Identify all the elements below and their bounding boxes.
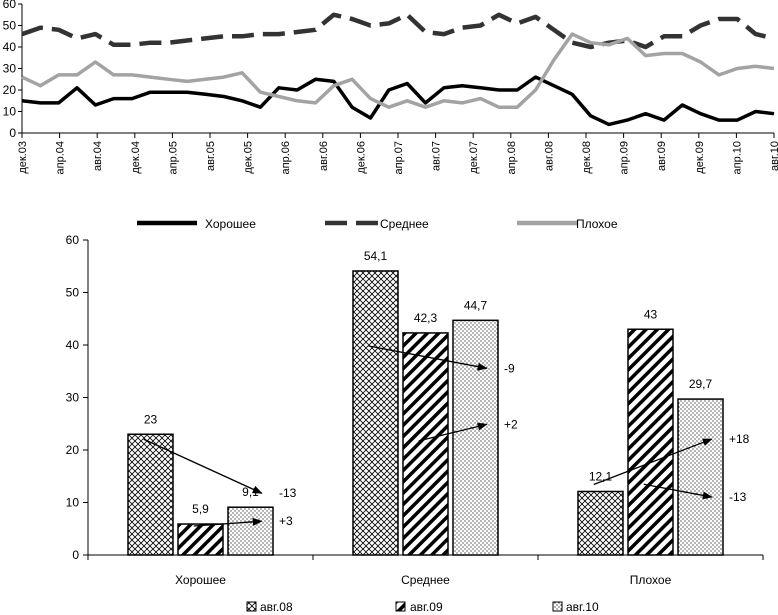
line-x-tick-label: авг.09 — [656, 141, 668, 171]
bar-value-label: 54,1 — [364, 249, 388, 263]
bar-category-label: Плохое — [630, 573, 672, 587]
change-label: +2 — [504, 417, 518, 431]
bar-value-label: 29,7 — [689, 377, 713, 391]
line-legend-label-2: Среднее — [380, 217, 429, 231]
line-chart: 0 10 20 30 40 50 60 дек.03 апр.04 авг.04 дек.04 апр… — [3, 0, 778, 174]
change-arrow — [143, 438, 263, 494]
bar-legend-label-3: авг.10 — [566, 600, 599, 614]
bar-category-label: Хорошее — [175, 573, 226, 587]
line-x-tick-label: апр.07 — [393, 141, 405, 174]
line-series-2 — [21, 12, 775, 50]
line-x-tick-label: авг.04 — [92, 141, 104, 171]
bar — [452, 319, 499, 556]
line-y-tick-label: 60 — [3, 0, 17, 11]
bar-y-tick-label: 10 — [66, 496, 80, 510]
bar — [402, 332, 449, 556]
change-arrow — [643, 483, 713, 500]
line-x-tick-label: апр.09 — [619, 141, 631, 174]
bar — [227, 506, 274, 556]
change-label: +18 — [729, 432, 750, 446]
bar-chart-legend: авг.08 авг.09 авг.10 — [246, 600, 599, 614]
line-x-tick-label: дек.08 — [581, 141, 593, 174]
change-label: -9 — [504, 361, 515, 375]
bar-value-label: 23 — [144, 412, 158, 426]
bar — [677, 398, 724, 556]
change-arrow — [593, 438, 713, 486]
bar-legend-swatch-3 — [552, 601, 563, 612]
bar-y-tick-label: 50 — [66, 286, 80, 300]
line-y-tick-label: 40 — [3, 40, 17, 54]
line-x-tick-label: апр.04 — [55, 141, 67, 174]
line-legend-label-3: Плохое — [576, 217, 618, 231]
line-y-tick-label: 10 — [3, 105, 17, 119]
line-chart-legend: Хорошее Среднее Плохое — [137, 217, 618, 231]
change-arrow — [418, 422, 488, 442]
line-x-tick-label: апр.06 — [280, 141, 292, 174]
line-x-tick-label: дек.07 — [468, 141, 480, 174]
line-legend-label-1: Хорошее — [205, 217, 256, 231]
change-label: -13 — [279, 486, 297, 500]
line-x-tick-label: авг.05 — [205, 141, 217, 171]
line-y-tick-label: 20 — [3, 83, 17, 97]
line-x-tick-label: дек.04 — [130, 141, 142, 174]
line-x-tick-label: дек.06 — [355, 141, 367, 174]
bar-legend-label-1: авг.08 — [260, 600, 293, 614]
bar-value-label: 43 — [644, 307, 658, 321]
bar-legend-swatch-2 — [395, 601, 406, 612]
bar-value-label: 9,1 — [242, 485, 259, 499]
bar-y-tick-label: 20 — [66, 443, 80, 457]
bar-y-tick-label: 30 — [66, 391, 80, 405]
bar-value-label: 5,9 — [192, 502, 209, 516]
bar-value-label: 42,3 — [414, 311, 438, 325]
bar — [127, 433, 174, 556]
bar — [177, 523, 224, 556]
line-x-tick-label: дек.05 — [243, 141, 255, 174]
line-series-1 — [21, 75, 775, 127]
change-label: -13 — [729, 490, 747, 504]
change-arrow — [368, 345, 488, 371]
line-x-tick-label: авг.07 — [431, 141, 443, 171]
bar-legend-label-2: авг.09 — [410, 600, 443, 614]
bar — [627, 328, 674, 556]
line-x-tick-label: апр.05 — [167, 141, 179, 174]
line-x-tick-label: дек.09 — [694, 141, 706, 174]
line-y-tick-label: 30 — [3, 62, 17, 76]
line-x-tick-label: апр.10 — [731, 141, 743, 174]
line-y-tick-label: 0 — [9, 126, 16, 140]
bar-legend-swatch-1 — [246, 601, 257, 612]
bar-y-tick-label: 60 — [66, 233, 80, 247]
line-y-tick-label: 50 — [3, 19, 17, 33]
line-x-tick-label: авг.06 — [318, 141, 330, 171]
line-x-tick-label: апр.08 — [506, 141, 518, 174]
line-x-tick-label: авг.10 — [769, 141, 778, 171]
bar-category-label: Среднее — [401, 573, 450, 587]
change-label: +3 — [279, 514, 293, 528]
bar — [577, 490, 624, 556]
bar-y-tick-label: 0 — [72, 548, 79, 562]
line-x-tick-label: дек.03 — [17, 141, 29, 174]
line-series-3 — [21, 32, 775, 109]
bar-value-label: 44,7 — [464, 298, 488, 312]
change-arrow — [193, 517, 263, 527]
bar — [352, 270, 399, 556]
bar-y-tick-label: 40 — [66, 338, 80, 352]
line-x-tick-label: авг.08 — [543, 141, 555, 171]
